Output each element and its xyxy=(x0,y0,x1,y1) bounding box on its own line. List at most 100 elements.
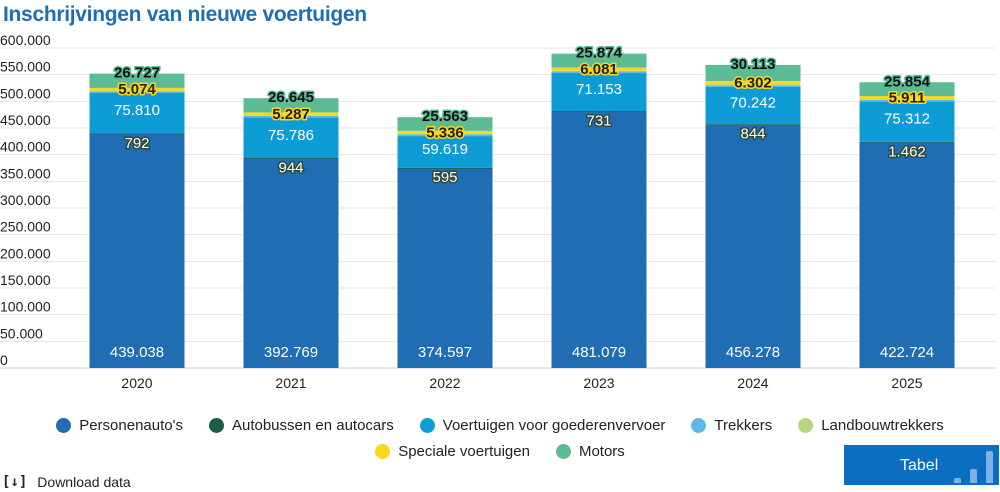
data-label-autobussen: 1.462 xyxy=(888,144,926,161)
bar-segment xyxy=(705,124,801,126)
data-label-autobussen: 595 xyxy=(432,169,457,186)
data-label-speciale-voertuigen: 5.911 xyxy=(889,90,926,107)
y-tick-label: 600.000 xyxy=(0,32,51,48)
legend-label: Speciale voertuigen xyxy=(398,443,530,460)
bar-segment xyxy=(859,101,955,142)
bar-segment xyxy=(89,90,185,92)
data-label-goederenvervoer: 75.810 xyxy=(114,102,160,119)
bar-segment xyxy=(89,87,185,91)
y-tick-label: 50.000 xyxy=(0,325,43,341)
bar-segment xyxy=(243,115,339,117)
y-tick-label: 550.000 xyxy=(0,59,51,75)
stacked-bar-chart: 0 50.000 100.000 150.000 200.000 250.000 300.0… xyxy=(0,32,996,391)
bar-segment xyxy=(859,142,955,368)
bar-segment xyxy=(705,84,801,86)
legend-label: Motors xyxy=(578,443,625,460)
bar-segment xyxy=(243,158,339,159)
x-tick-label: 2023 xyxy=(583,375,614,391)
tabel-button[interactable]: Tabel xyxy=(844,445,999,485)
legend-item[interactable]: Landbouwtrekkers xyxy=(798,417,944,434)
bar-segment xyxy=(551,111,647,112)
legend-marker xyxy=(798,418,814,433)
legend-label: Autobussen en autocars xyxy=(231,417,394,434)
x-tick-label: 2024 xyxy=(737,375,768,391)
y-tick-label: 0 xyxy=(0,352,8,368)
bar-segment xyxy=(859,141,955,143)
bar-segment xyxy=(705,124,801,368)
legend-label: Landbouwtrekkers xyxy=(821,417,944,434)
data-label-goederenvervoer: 70.242 xyxy=(730,94,776,111)
bar-segment xyxy=(243,112,339,116)
bar-segment xyxy=(89,92,185,134)
data-label-motors: 25.874 xyxy=(576,45,623,62)
y-tick-label: 100.000 xyxy=(0,299,51,315)
y-tick-label: 350.000 xyxy=(0,165,51,181)
bar-segment xyxy=(243,116,339,118)
legend-row-1: Personenauto's Autobussen en autocars Voer… xyxy=(0,417,1000,434)
legend-marker xyxy=(208,418,224,433)
chart-title: Inschrijvingen van nieuwe voertuigen xyxy=(3,3,367,26)
x-tick-label: 2020 xyxy=(121,375,152,391)
bar-segment xyxy=(551,73,647,112)
tabel-label: Tabel xyxy=(900,457,939,474)
legend-item[interactable]: Voertuigen voor goederenvervoer xyxy=(419,417,666,434)
bar-segment xyxy=(551,70,647,72)
bar-segment xyxy=(243,98,339,113)
data-label-speciale-voertuigen: 5.336 xyxy=(426,124,464,141)
x-tick-label: 2021 xyxy=(275,375,306,391)
bar-segment xyxy=(397,117,493,131)
legend-item[interactable]: Autobussen en autocars xyxy=(208,417,394,434)
legend-item[interactable]: Motors xyxy=(555,443,625,460)
bar-segment xyxy=(859,100,955,102)
y-tick-label: 250.000 xyxy=(0,219,51,235)
bar-segment xyxy=(551,53,647,68)
download-data-link[interactable]: [↓] Download data xyxy=(2,474,131,490)
legend-label: Personenauto's xyxy=(79,417,183,434)
bar-segment xyxy=(397,168,493,368)
data-label-personenautos: 456.278 xyxy=(726,344,780,361)
bar-segment xyxy=(89,91,185,93)
data-label-goederenvervoer: 59.619 xyxy=(422,141,468,158)
download-icon: [↓] xyxy=(2,474,28,490)
x-tick-label: 2022 xyxy=(429,375,460,391)
bar-segment xyxy=(243,158,339,368)
bar-segment xyxy=(243,117,339,159)
data-label-personenautos: 481.079 xyxy=(572,344,626,361)
legend-row-2: Speciale voertuigen Motors xyxy=(0,443,1000,460)
y-tick-label: 500.000 xyxy=(0,85,51,101)
data-label-motors: 26.727 xyxy=(114,65,160,82)
data-label-motors: 30.113 xyxy=(730,56,775,73)
download-label: Download data xyxy=(37,474,131,490)
bar-segment xyxy=(551,71,647,74)
bar-segment xyxy=(397,167,493,169)
legend-label: Voertuigen voor goederenvervoer xyxy=(442,417,666,434)
bar-segment xyxy=(397,134,493,137)
data-label-autobussen: 844 xyxy=(740,126,765,143)
data-label-motors: 25.854 xyxy=(884,73,931,90)
y-tick-label: 150.000 xyxy=(0,272,51,288)
legend-item[interactable]: Personenauto's xyxy=(56,417,183,434)
bar-segment xyxy=(397,130,493,134)
data-label-autobussen: 792 xyxy=(124,135,149,152)
bar-segment xyxy=(705,86,801,125)
bar-segment xyxy=(89,133,185,135)
legend-item[interactable]: Speciale voertuigen xyxy=(375,443,530,460)
bar-segment xyxy=(705,80,801,85)
legend-item[interactable]: Trekkers xyxy=(691,417,772,434)
data-label-goederenvervoer: 75.786 xyxy=(268,127,314,144)
data-label-goederenvervoer: 75.312 xyxy=(884,111,930,128)
data-label-personenautos: 392.769 xyxy=(264,344,318,361)
legend-marker xyxy=(555,444,571,459)
data-label-motors: 26.645 xyxy=(268,89,314,106)
y-tick-label: 400.000 xyxy=(0,139,51,155)
data-label-personenautos: 422.724 xyxy=(880,344,934,361)
legend-marker xyxy=(375,444,391,459)
data-label-speciale-voertuigen: 5.074 xyxy=(118,81,156,98)
data-label-autobussen: 944 xyxy=(278,160,303,177)
bar-segment xyxy=(89,133,185,368)
legend-marker xyxy=(691,418,707,433)
bar-segment xyxy=(397,136,493,168)
bar-segment xyxy=(89,73,185,88)
bar-segment xyxy=(859,99,955,101)
x-tick-label: 2025 xyxy=(891,375,922,391)
